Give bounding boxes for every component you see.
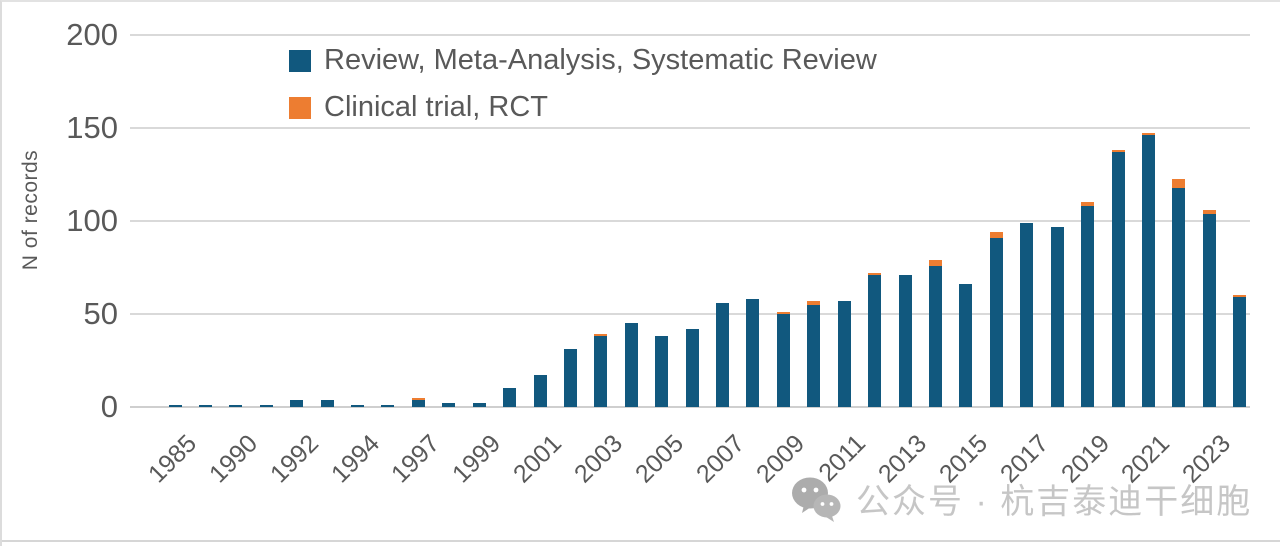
gridline-y-0 bbox=[130, 406, 1250, 408]
bar-review-2002 bbox=[564, 349, 577, 407]
bar-clinical-2023 bbox=[1203, 210, 1216, 214]
bar-review-2012 bbox=[868, 275, 881, 407]
y-tick-label-50: 50 bbox=[83, 296, 118, 331]
bar-review-2005 bbox=[655, 336, 668, 407]
bar-review-2000 bbox=[503, 388, 516, 407]
bar-review-1998 bbox=[442, 403, 455, 407]
y-tick-label-150: 150 bbox=[66, 110, 118, 145]
bar-review-2020 bbox=[1112, 152, 1125, 407]
x-tick-label-2005: 2005 bbox=[629, 429, 690, 489]
x-tick-label-1997: 1997 bbox=[385, 429, 446, 489]
bar-review-1996 bbox=[381, 405, 394, 407]
bar-review-1988 bbox=[199, 405, 212, 407]
bar-review-2003 bbox=[594, 336, 607, 407]
bar-clinical-2010 bbox=[807, 301, 820, 305]
bar-review-1985 bbox=[169, 405, 182, 407]
watermark: 公众号 · 杭吉泰迪干细胞 bbox=[790, 474, 1252, 523]
legend-item-clinical: Clinical trial, RCT bbox=[289, 91, 877, 124]
watermark-text: 公众号 · 杭吉泰迪干细胞 bbox=[856, 483, 1253, 521]
bar-review-2007 bbox=[716, 303, 729, 407]
y-tick-label-0: 0 bbox=[100, 389, 118, 424]
x-tick-label-2001: 2001 bbox=[507, 429, 568, 489]
bar-clinical-2020 bbox=[1112, 150, 1125, 152]
bar-review-2008 bbox=[746, 299, 759, 407]
bar-review-2015 bbox=[959, 284, 972, 407]
bar-review-2023 bbox=[1203, 214, 1216, 407]
x-tick-label-2003: 2003 bbox=[568, 429, 629, 489]
bar-review-1994 bbox=[351, 405, 364, 407]
y-axis-title: N of records bbox=[19, 149, 42, 271]
bar-clinical-2019 bbox=[1081, 202, 1094, 206]
bar-review-2006 bbox=[686, 329, 699, 407]
bar-review-2011 bbox=[838, 301, 851, 407]
clinical-series-swatch bbox=[289, 96, 311, 119]
bar-review-2021 bbox=[1142, 135, 1155, 407]
bar-clinical-2014 bbox=[929, 260, 942, 266]
bar-review-2016 bbox=[990, 238, 1003, 407]
x-tick-label-1990: 1990 bbox=[203, 429, 264, 489]
bar-review-2009 bbox=[777, 314, 790, 407]
x-tick-label-1992: 1992 bbox=[264, 429, 325, 489]
bar-review-2017 bbox=[1020, 223, 1033, 407]
bar-review-2013 bbox=[899, 275, 912, 407]
bar-review-2010 bbox=[807, 305, 820, 407]
gridline-y-100 bbox=[130, 220, 1250, 222]
bar-review-1992 bbox=[290, 400, 303, 407]
bottom-divider-line bbox=[2, 540, 1280, 542]
bar-review-1990 bbox=[229, 405, 242, 407]
y-tick-label-200: 200 bbox=[66, 17, 118, 52]
bar-clinical-2024 bbox=[1233, 295, 1246, 297]
x-tick-label-1994: 1994 bbox=[325, 429, 386, 489]
x-tick-label-2007: 2007 bbox=[690, 429, 751, 489]
bar-review-1991 bbox=[260, 405, 273, 407]
wechat-icon bbox=[792, 477, 841, 522]
bar-clinical-2022 bbox=[1172, 179, 1185, 188]
legend: Review, Meta-Analysis, Systematic Review… bbox=[289, 44, 877, 138]
bar-review-1997 bbox=[412, 400, 425, 407]
bar-clinical-2012 bbox=[868, 273, 881, 275]
bar-clinical-2003 bbox=[594, 334, 607, 336]
bar-review-2024 bbox=[1233, 297, 1246, 407]
clinical-series-label: Clinical trial, RCT bbox=[324, 91, 548, 123]
legend-item-review: Review, Meta-Analysis, Systematic Review bbox=[289, 44, 877, 77]
bar-review-1999 bbox=[473, 403, 486, 407]
bar-review-1993 bbox=[321, 400, 334, 407]
gridline-y-150 bbox=[130, 127, 1250, 129]
gridline-y-50 bbox=[130, 313, 1250, 315]
bar-review-2004 bbox=[625, 323, 638, 407]
y-tick-label-100: 100 bbox=[66, 203, 118, 238]
gridline-y-200 bbox=[130, 34, 1250, 36]
x-tick-label-1985: 1985 bbox=[142, 429, 203, 489]
x-tick-label-1999: 1999 bbox=[446, 429, 507, 489]
bar-review-2018 bbox=[1051, 227, 1064, 407]
bar-clinical-2009 bbox=[777, 312, 790, 314]
bar-review-2022 bbox=[1172, 188, 1185, 407]
bar-clinical-2021 bbox=[1142, 133, 1155, 135]
bar-review-2019 bbox=[1081, 206, 1094, 407]
review-series-swatch bbox=[289, 49, 311, 72]
bar-review-2001 bbox=[534, 375, 547, 407]
bar-clinical-2016 bbox=[990, 232, 1003, 238]
bar-clinical-1997 bbox=[412, 398, 425, 400]
bar-review-2014 bbox=[929, 266, 942, 407]
review-series-label: Review, Meta-Analysis, Systematic Review bbox=[324, 44, 877, 76]
